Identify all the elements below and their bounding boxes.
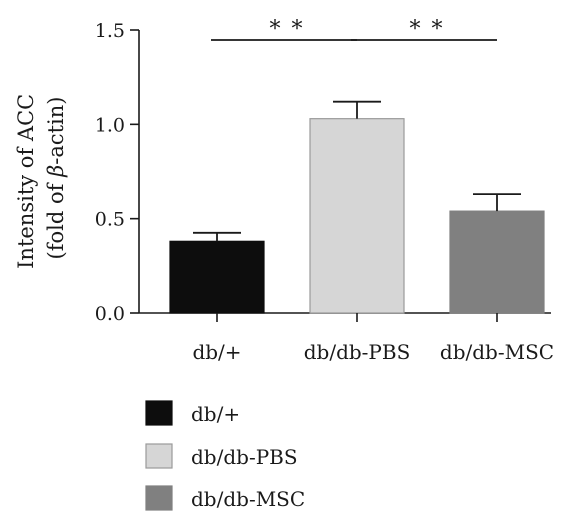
legend-label: db/+	[191, 402, 240, 426]
legend-swatch	[145, 443, 173, 469]
y-axis-title: Intensity of ACC (fold of β-actin)	[14, 87, 68, 269]
legend-label: db/db-MSC	[191, 487, 305, 511]
y-ticks: 0.0 0.5 1.0 1.5	[95, 20, 139, 325]
legend-swatch	[145, 485, 173, 511]
bar	[169, 240, 265, 314]
legend-label: db/db-PBS	[191, 445, 298, 469]
bar	[449, 210, 545, 314]
bars	[169, 118, 545, 314]
bar	[309, 118, 405, 314]
y-tick-label: 1.5	[95, 20, 125, 42]
x-tick-label: db/+	[192, 340, 241, 364]
y-tick-label: 0.0	[95, 303, 125, 325]
legend-swatch	[145, 400, 173, 426]
y-axis-title-line1: Intensity of ACC	[14, 94, 38, 269]
significance-label: * *	[270, 17, 305, 42]
y-axis-title-beta-symbol: β	[44, 165, 68, 178]
legend: db/+ db/db-PBS db/db-MSC	[145, 400, 305, 511]
x-tick-label: db/db-MSC	[440, 340, 554, 364]
y-tick-label: 0.5	[95, 209, 125, 231]
x-tick-labels: db/+ db/db-PBS db/db-MSC	[192, 313, 554, 364]
x-tick-label: db/db-PBS	[304, 340, 411, 364]
y-tick-label: 1.0	[95, 114, 125, 136]
y-axis-title-line2-prefix: (fold of	[44, 177, 68, 260]
significance-label: * *	[410, 17, 445, 42]
error-bars	[193, 100, 521, 242]
y-axis-title-line2-suffix: -actin)	[44, 97, 68, 165]
significance-annotations: * * * *	[211, 17, 497, 42]
